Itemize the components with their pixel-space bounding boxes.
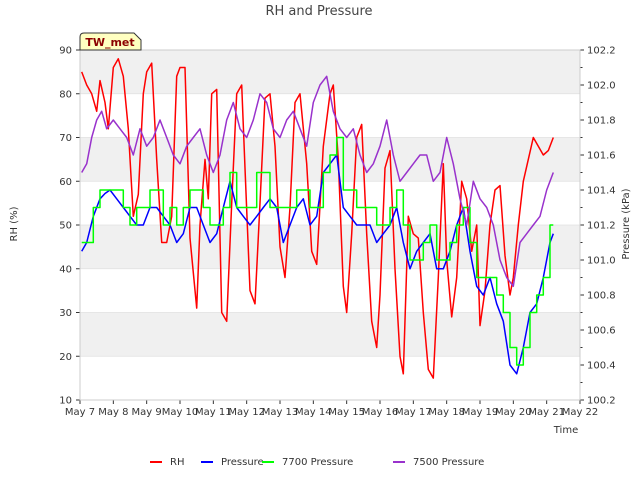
7700-pressure-line <box>81 136 554 366</box>
site-badge: TW_met <box>79 32 142 51</box>
chart-title: RH and Pressure <box>265 4 372 19</box>
grid-band <box>80 356 580 400</box>
y-right-tick-label: 100.6 <box>587 326 616 337</box>
site-badge-box <box>79 32 142 51</box>
x-tick-label: May 10 <box>162 407 199 418</box>
x-tick-label: May 21 <box>528 407 565 418</box>
y-right-tick-label: 101.6 <box>587 151 616 162</box>
y-left-tick-label: 90 <box>59 46 72 57</box>
pressure-line <box>81 154 555 375</box>
x-tick-label: May 16 <box>362 407 399 418</box>
y-right-tick-label: 100.2 <box>587 396 616 407</box>
y-right-tick-label: 100.4 <box>587 361 616 372</box>
x-tick-label: May 13 <box>262 407 299 418</box>
x-tick-label: May 20 <box>495 407 532 418</box>
y-axis-left: 10 20 30 40 50 60 70 80 90 <box>59 46 80 407</box>
x-tick-label: May 9 <box>132 407 162 418</box>
legend-label-pressure: Pressure <box>221 457 264 468</box>
y-left-tick-label: 40 <box>59 264 72 275</box>
x-tick-label: May 14 <box>295 407 332 418</box>
series-lines <box>79 49 581 401</box>
y-right-tick-label: 102.2 <box>587 46 616 57</box>
y-axis-left-label: RH (%) <box>9 206 20 241</box>
y-left-tick-label: 60 <box>59 177 72 188</box>
y-right-tick-label: 101.2 <box>587 221 616 232</box>
x-tick-label: May 11 <box>195 407 232 418</box>
x-tick-label: May 15 <box>328 407 365 418</box>
grid-band <box>80 225 580 269</box>
y-right-tick-label: 102.0 <box>587 81 616 92</box>
legend: RH Pressure 7700 Pressure 7500 Pressure <box>150 457 484 468</box>
grid-band <box>80 268 580 313</box>
x-tick-label: May 19 <box>462 407 499 418</box>
y-right-tick-label: 100.8 <box>587 291 616 302</box>
grid-band <box>80 312 580 357</box>
x-tick-label: May 8 <box>98 407 128 418</box>
plot-frame <box>79 49 581 401</box>
y-right-tick-label: 101.0 <box>587 256 616 267</box>
grid-band <box>80 50 580 94</box>
legend-label-7700-pressure: 7700 Pressure <box>282 457 353 468</box>
y-axis-right-label: Pressure (kPa) <box>621 188 632 259</box>
legend-label-7500-pressure: 7500 Pressure <box>413 457 484 468</box>
y-left-tick-label: 70 <box>59 133 72 144</box>
grid-band <box>80 181 580 225</box>
rh-line <box>80 58 555 379</box>
x-tick-label: May 17 <box>395 407 432 418</box>
x-axis-label: Time <box>553 425 578 436</box>
y-left-tick-label: 50 <box>59 221 72 232</box>
legend-label-rh: RH <box>170 457 184 468</box>
y-left-tick-label: 80 <box>59 89 72 100</box>
x-tick-label: May 12 <box>228 407 265 418</box>
7500-pressure-line <box>81 75 555 288</box>
x-tick-label: May 18 <box>428 407 465 418</box>
y-axis-right: 100.2 100.4 100.6 100.8 101.0 101.2 101.4 101.6… <box>580 46 616 407</box>
y-left-tick-label: 20 <box>59 352 72 363</box>
x-tick-label: May 7 <box>65 407 95 418</box>
y-left-tick-label: 30 <box>59 308 72 319</box>
y-left-tick-label: 10 <box>59 396 72 407</box>
site-badge-label: TW_met <box>85 36 134 49</box>
y-right-tick-label: 101.4 <box>587 186 616 197</box>
x-tick-label: May 22 <box>562 407 599 418</box>
background-bands <box>80 50 580 401</box>
y-right-tick-label: 101.8 <box>587 116 616 127</box>
